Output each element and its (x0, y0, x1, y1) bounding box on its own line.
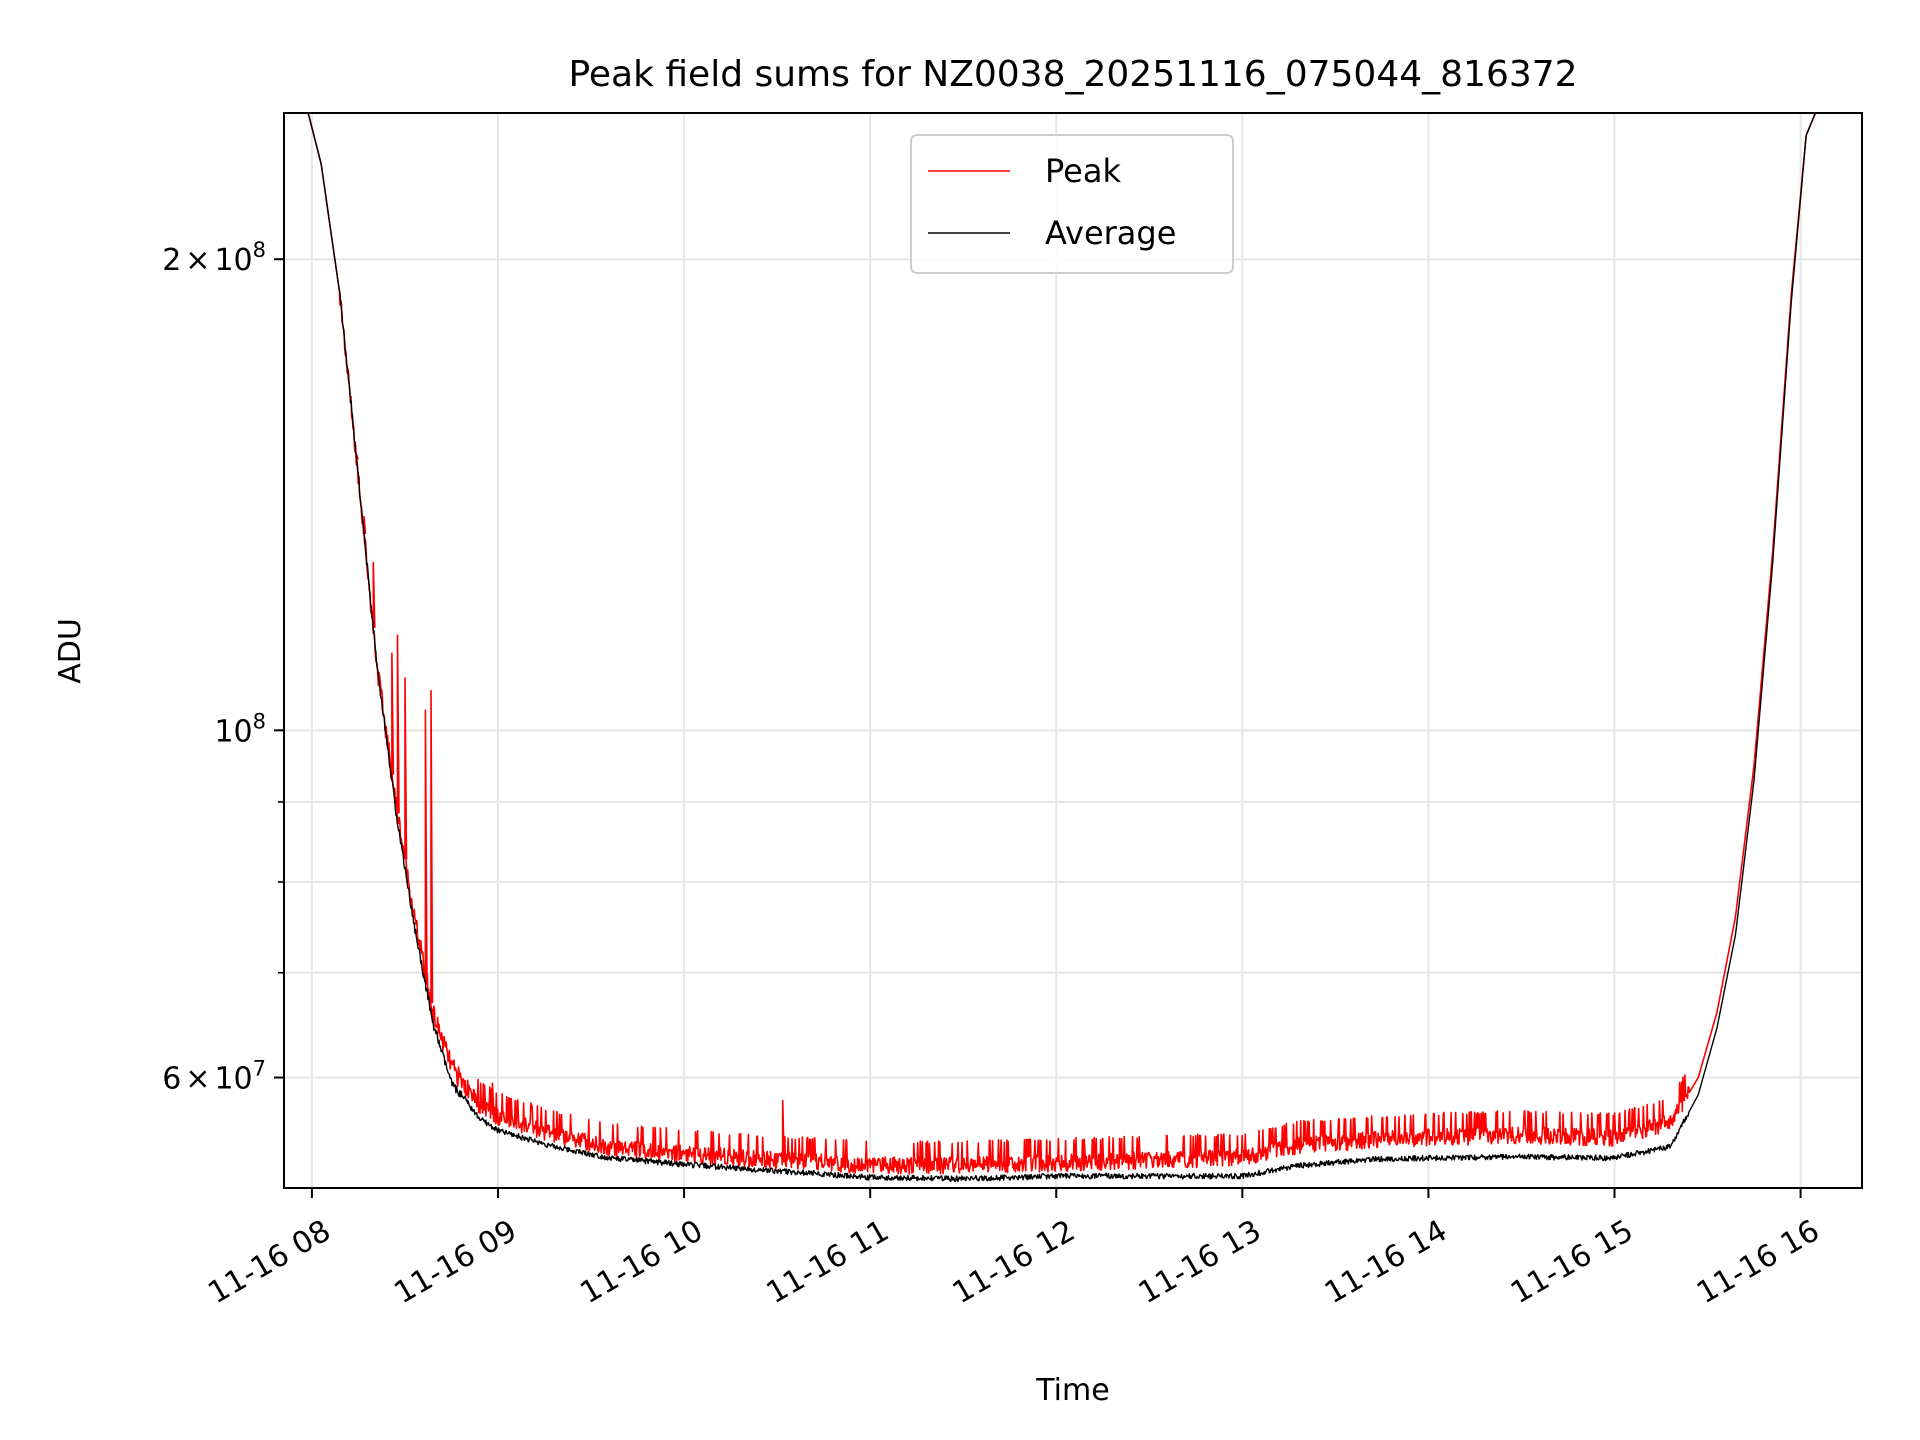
average-series-line (284, 113, 1862, 1182)
y-tick-exp: 7 (253, 1057, 266, 1081)
y-tick-base: 10 (214, 243, 252, 278)
legend-box (910, 134, 1234, 274)
y-tick-exp: 8 (253, 238, 266, 262)
y-tick-base: 10 (214, 1062, 252, 1097)
y-tick-times: × (185, 243, 210, 278)
x-axis-label: Time (1035, 1373, 1109, 1408)
grid-lines (284, 113, 1862, 1188)
legend-peak-label: Peak (1045, 152, 1121, 190)
svg-text:6×107: 6 × 107 (162, 1057, 266, 1097)
svg-text:2×108: 2 × 108 (162, 238, 266, 278)
y-tick-exp: 8 (253, 709, 266, 733)
y-tick-label: 108 (214, 709, 266, 749)
y-tick-label: 2 × 108 (162, 238, 266, 278)
svg-text:108: 108 (214, 709, 266, 749)
y-tick-times: × (185, 1062, 210, 1097)
y-tick-mantissa: 6 (162, 1062, 181, 1097)
series-layer (284, 113, 1862, 1182)
y-tick-label: 6 × 107 (162, 1057, 266, 1097)
legend: Peak Average (910, 134, 1234, 274)
chart-title: Peak field sums for NZ0038_20251116_0750… (568, 54, 1577, 95)
legend-average-label: Average (1045, 214, 1176, 252)
y-tick-mantissa: 2 (162, 243, 181, 278)
y-axis-label: ADU (53, 618, 88, 684)
plot-frame (283, 112, 1863, 1189)
y-tick-base: 10 (214, 714, 252, 749)
